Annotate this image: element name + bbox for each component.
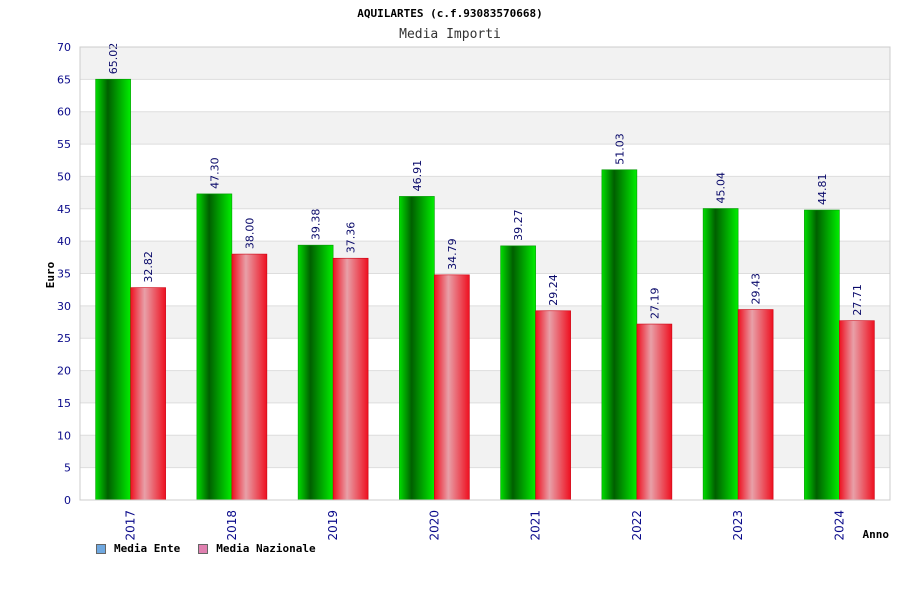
bar-value-label: 32.82 [142, 251, 155, 283]
grid-band [80, 79, 890, 112]
bar-media-nazionale [434, 274, 470, 501]
bar-media-nazionale [332, 257, 369, 501]
y-tick-label: 50 [57, 170, 71, 183]
grid-band [80, 111, 890, 145]
x-tick-label: 2022 [630, 510, 644, 541]
y-tick-label: 10 [57, 429, 71, 442]
x-tick-label: 2023 [731, 510, 745, 541]
bar-media-ente [804, 209, 840, 501]
bar-value-label: 29.24 [547, 274, 560, 306]
bar-value-label: 38.00 [243, 218, 256, 250]
y-tick-label: 20 [57, 365, 71, 378]
plot-border [79, 46, 891, 501]
bar-media-ente [399, 196, 435, 501]
bar-value-label: 37.36 [345, 222, 358, 254]
bar-media-ente [601, 169, 638, 501]
legend-swatch-media-ente [96, 543, 106, 554]
y-axis-label: Euro [44, 261, 57, 288]
bar-media-nazionale [636, 323, 673, 501]
y-tick-label: 15 [57, 397, 71, 410]
bar-media-nazionale [737, 309, 774, 501]
y-tick-label: 0 [64, 494, 71, 507]
bar-media-ente [297, 244, 334, 501]
value-labels: 65.02 32.82 47.30 38.00 39.38 37.36 46.91 34.79… [107, 43, 864, 319]
y-tick-label: 45 [57, 203, 71, 216]
grid-band [80, 47, 890, 80]
bar-value-label: 51.03 [613, 133, 626, 165]
bar-value-label: 29.43 [750, 273, 763, 305]
legend-label-media-nazionale: Media Nazionale [216, 542, 316, 555]
x-tick-label: 2019 [326, 510, 340, 541]
bar-value-label: 27.19 [648, 288, 661, 320]
y-tick-label: 65 [57, 73, 71, 86]
x-tick-label: 2017 [124, 510, 138, 541]
y-tick-label: 70 [57, 41, 71, 54]
bar-value-label: 44.81 [816, 174, 829, 206]
bar-media-nazionale [130, 287, 166, 501]
x-tick-label: 2018 [225, 510, 239, 541]
legend-item-media-nazionale: Media Nazionale [198, 542, 316, 555]
bar-value-label: 39.38 [310, 209, 323, 241]
bar-media-ente [500, 245, 536, 501]
y-tick-label: 25 [57, 332, 71, 345]
y-tick-label: 30 [57, 300, 71, 313]
bar-value-label: 65.02 [107, 43, 120, 75]
bars [95, 78, 875, 501]
legend: Media Ente Media Nazionale [96, 542, 316, 555]
bar-media-ente [196, 193, 233, 501]
bar-media-nazionale [231, 253, 268, 501]
y-tick-label: 5 [64, 462, 71, 475]
bar-value-label: 27.71 [851, 284, 864, 316]
bar-media-nazionale [839, 320, 875, 501]
x-tick-label: 2024 [832, 510, 846, 541]
y-tick-label: 40 [57, 235, 71, 248]
legend-swatch-media-nazionale [198, 543, 209, 554]
legend-label-media-ente: Media Ente [114, 542, 181, 555]
x-tick-label: 2020 [427, 510, 441, 541]
legend-item-media-ente: Media Ente [96, 542, 180, 555]
x-tick-label: 2021 [529, 510, 543, 541]
chart-title: AQUILARTES (c.f.93083570668) [357, 7, 542, 20]
bar-media-ente [702, 208, 739, 501]
bar-value-label: 34.79 [446, 238, 459, 270]
grid-band [80, 144, 890, 177]
y-tick-label: 35 [57, 268, 71, 281]
y-tick-label: 55 [57, 138, 71, 151]
x-axis-label: Anno [863, 528, 890, 541]
bar-value-label: 39.27 [512, 209, 525, 241]
bar-value-label: 47.30 [208, 157, 221, 189]
y-tick-label: 60 [57, 106, 71, 119]
bar-media-nazionale [535, 310, 571, 501]
axes: 0 5 10 15 20 25 30 35 40 45 50 55 60 65 70 2017 2018 2019… [57, 41, 891, 541]
bar-value-label: 46.91 [411, 160, 424, 192]
bar-value-label: 45.04 [715, 172, 728, 204]
chart-subtitle: Media Importi [399, 27, 501, 42]
bar-media-ente [95, 78, 131, 501]
